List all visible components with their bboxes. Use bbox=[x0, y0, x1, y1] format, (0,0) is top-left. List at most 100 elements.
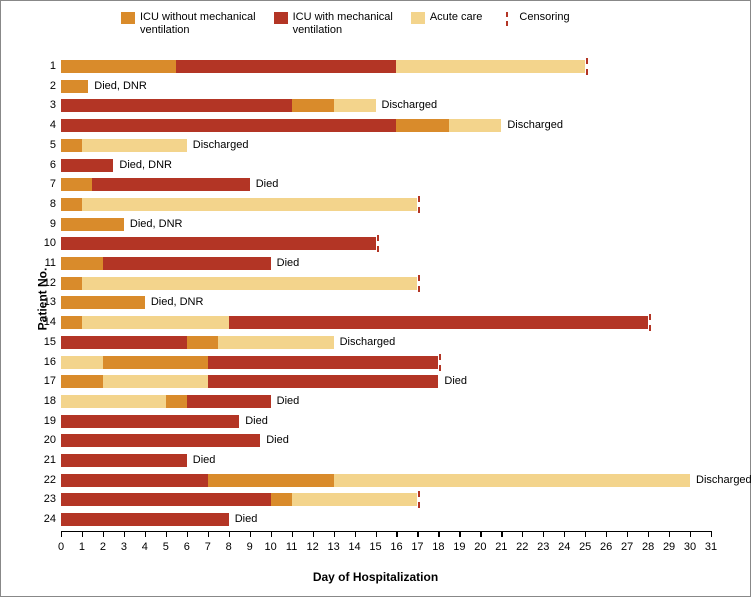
plot-area: 0123456789101112131415161718192021222324… bbox=[61, 56, 711, 532]
x-tick-label: 8 bbox=[226, 541, 232, 553]
legend: ICU without mechanicalventilation ICU wit… bbox=[121, 11, 710, 36]
x-tick-label: 7 bbox=[205, 541, 211, 553]
outcome-label: Discharged bbox=[507, 119, 563, 132]
x-tick bbox=[187, 531, 188, 537]
x-tick-label: 12 bbox=[306, 541, 318, 553]
x-tick-label: 23 bbox=[537, 541, 549, 553]
patient-id-label: 2 bbox=[36, 80, 56, 93]
outcome-label: Died bbox=[277, 257, 300, 270]
censor-mark bbox=[377, 235, 379, 252]
patient-id-label: 19 bbox=[36, 415, 56, 428]
x-tick-label: 24 bbox=[558, 541, 570, 553]
segment-acute bbox=[292, 493, 418, 506]
legend-swatch bbox=[500, 12, 514, 26]
x-tick bbox=[438, 531, 439, 537]
chart-container: ICU without mechanicalventilation ICU wit… bbox=[0, 0, 751, 597]
outcome-label: Died bbox=[444, 375, 467, 388]
segment-acute bbox=[449, 119, 501, 132]
x-tick-label: 4 bbox=[142, 541, 148, 553]
patient-id-label: 22 bbox=[36, 474, 56, 487]
censor-mark bbox=[418, 275, 420, 292]
x-tick bbox=[166, 531, 167, 537]
segment-icu_vent bbox=[61, 513, 229, 526]
x-tick bbox=[501, 531, 502, 537]
outcome-label: Discharged bbox=[696, 474, 751, 487]
segment-icu_vent bbox=[208, 356, 439, 369]
outcome-label: Died, DNR bbox=[151, 296, 204, 309]
x-tick-label: 10 bbox=[265, 541, 277, 553]
patient-id-label: 10 bbox=[36, 237, 56, 250]
segment-acute bbox=[82, 139, 187, 152]
patient-row: 24Died bbox=[61, 513, 711, 526]
segment-icu_vent bbox=[229, 316, 648, 329]
patient-row: 16 bbox=[61, 356, 711, 369]
segment-icu_no_vent bbox=[61, 218, 124, 231]
patient-id-label: 24 bbox=[36, 513, 56, 526]
x-tick-label: 5 bbox=[163, 541, 169, 553]
segment-icu_no_vent bbox=[61, 60, 176, 73]
x-tick bbox=[606, 531, 607, 537]
segment-icu_no_vent bbox=[61, 277, 82, 290]
legend-item-icu_vent: ICU with mechanicalventilation bbox=[274, 11, 393, 36]
patient-row: 20Died bbox=[61, 434, 711, 447]
outcome-label: Discharged bbox=[193, 139, 249, 152]
segment-icu_vent bbox=[61, 99, 292, 112]
patient-id-label: 15 bbox=[36, 336, 56, 349]
segment-icu_vent bbox=[176, 60, 396, 73]
segment-acute bbox=[218, 336, 333, 349]
patient-id-label: 7 bbox=[36, 178, 56, 191]
segment-icu_no_vent bbox=[208, 474, 334, 487]
patient-id-label: 5 bbox=[36, 139, 56, 152]
segment-acute bbox=[82, 316, 229, 329]
x-tick-label: 2 bbox=[100, 541, 106, 553]
patient-row: 13Died, DNR bbox=[61, 296, 711, 309]
patient-id-label: 18 bbox=[36, 395, 56, 408]
segment-acute bbox=[61, 356, 103, 369]
segment-acute bbox=[334, 99, 376, 112]
x-tick bbox=[271, 531, 272, 537]
x-tick bbox=[417, 531, 418, 537]
segment-icu_vent bbox=[61, 474, 208, 487]
censor-mark bbox=[649, 314, 651, 331]
patient-row: 9Died, DNR bbox=[61, 218, 711, 231]
patient-row: 12 bbox=[61, 277, 711, 290]
segment-icu_no_vent bbox=[61, 257, 103, 270]
outcome-label: Died, DNR bbox=[94, 80, 147, 93]
x-tick bbox=[711, 531, 712, 537]
x-tick bbox=[124, 531, 125, 537]
patient-row: 17Died bbox=[61, 375, 711, 388]
patient-row: 5Discharged bbox=[61, 139, 711, 152]
x-tick bbox=[564, 531, 565, 537]
segment-icu_no_vent bbox=[292, 99, 334, 112]
patient-row: 8 bbox=[61, 198, 711, 211]
x-tick-label: 6 bbox=[184, 541, 190, 553]
x-tick-label: 25 bbox=[579, 541, 591, 553]
segment-acute bbox=[334, 474, 690, 487]
segment-acute bbox=[61, 395, 166, 408]
x-tick bbox=[648, 531, 649, 537]
outcome-label: Died, DNR bbox=[119, 159, 172, 172]
x-tick bbox=[669, 531, 670, 537]
legend-swatch bbox=[411, 12, 425, 24]
x-tick-label: 20 bbox=[474, 541, 486, 553]
x-tick-label: 3 bbox=[121, 541, 127, 553]
patient-row: 1 bbox=[61, 60, 711, 73]
x-tick-label: 30 bbox=[684, 541, 696, 553]
segment-icu_no_vent bbox=[61, 375, 103, 388]
legend-label: ICU without mechanicalventilation bbox=[140, 11, 256, 36]
patient-row: 21Died bbox=[61, 454, 711, 467]
patient-row: 15Discharged bbox=[61, 336, 711, 349]
outcome-label: Died bbox=[277, 395, 300, 408]
segment-icu_vent bbox=[61, 159, 113, 172]
segment-icu_no_vent bbox=[166, 395, 187, 408]
x-tick-label: 17 bbox=[411, 541, 423, 553]
patient-row: 11Died bbox=[61, 257, 711, 270]
segment-acute bbox=[103, 375, 208, 388]
segment-icu_no_vent bbox=[187, 336, 218, 349]
x-tick-label: 29 bbox=[663, 541, 675, 553]
x-tick bbox=[229, 531, 230, 537]
outcome-label: Discharged bbox=[340, 336, 396, 349]
patient-id-label: 12 bbox=[36, 277, 56, 290]
patient-id-label: 16 bbox=[36, 356, 56, 369]
patient-id-label: 11 bbox=[36, 257, 56, 270]
